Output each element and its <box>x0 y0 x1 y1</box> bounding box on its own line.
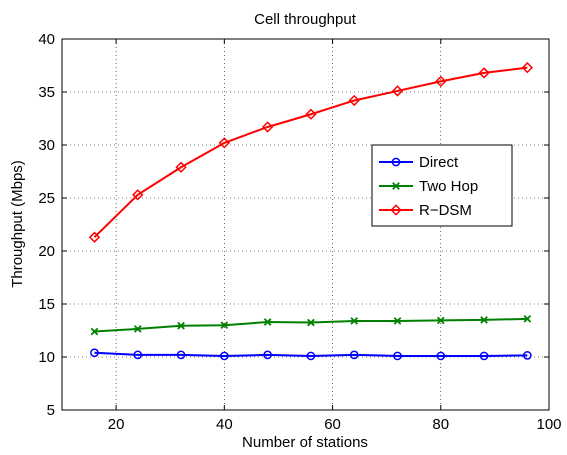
y-tick-label: 10 <box>38 349 55 366</box>
data-point <box>261 121 274 133</box>
y-tick-label: 30 <box>38 137 55 154</box>
data-point <box>521 61 534 74</box>
x-tick-label: 100 <box>536 416 561 433</box>
x-marker-stroke <box>90 327 99 336</box>
data-point <box>88 231 101 243</box>
legend: Direct Two Hop R−DSM <box>371 144 513 227</box>
data-point <box>90 348 99 358</box>
data-point <box>263 318 272 326</box>
x-marker-stroke <box>133 325 142 333</box>
x-marker-stroke <box>392 182 400 190</box>
data-point <box>391 85 404 97</box>
x-marker-stroke <box>307 318 315 327</box>
legend-label: Two Hop <box>419 178 478 195</box>
data-point <box>133 350 143 360</box>
x-tick-label: 20 <box>108 416 125 433</box>
series-line <box>93 66 528 238</box>
data-point <box>177 321 185 330</box>
data-point <box>393 351 402 361</box>
legend-marker <box>392 182 400 190</box>
x-tick-labels: 20 40 60 80 100 <box>108 416 562 433</box>
data-point <box>133 325 142 333</box>
x-marker-stroke <box>177 321 185 330</box>
series-0 <box>90 348 532 361</box>
data-point <box>478 67 490 79</box>
chart-title: Cell throughput <box>254 11 357 28</box>
data-point <box>263 350 272 360</box>
data-point <box>479 351 489 361</box>
y-axis-label: Throughput (Mbps) <box>9 160 26 288</box>
y-tick-label: 40 <box>38 31 55 48</box>
y-tick-label: 25 <box>38 190 55 207</box>
legend-entry: R−DSM <box>379 202 472 219</box>
legend-marker <box>391 157 401 167</box>
data-point <box>436 351 446 361</box>
series-line <box>94 351 528 357</box>
data-point <box>218 137 230 149</box>
y-tick-label: 35 <box>38 84 55 101</box>
x-marker-stroke <box>480 316 488 324</box>
legend-label: R−DSM <box>419 202 472 219</box>
data-point <box>348 94 360 107</box>
y-tick-label: 5 <box>47 402 55 419</box>
legend-entry: Direct <box>379 154 459 171</box>
plot-area-frame <box>61 38 550 411</box>
legend-entry: Two Hop <box>379 178 478 195</box>
legend-label: Direct <box>419 154 459 171</box>
data-point <box>220 321 229 330</box>
data-point <box>350 317 359 325</box>
data-point <box>523 351 532 360</box>
data-point <box>305 108 317 120</box>
data-point <box>219 351 229 361</box>
x-marker-stroke <box>263 318 272 326</box>
legend-marker <box>390 204 402 216</box>
axis-ticks <box>62 38 550 411</box>
x-tick-label: 40 <box>216 416 233 433</box>
data-point <box>176 350 186 360</box>
data-point <box>523 315 532 323</box>
data-point <box>436 316 445 325</box>
x-marker-stroke <box>350 317 359 325</box>
series-1 <box>90 315 532 336</box>
x-tick-label: 60 <box>324 416 341 433</box>
y-tick-label: 15 <box>38 296 55 313</box>
x-marker-stroke <box>393 317 402 325</box>
data-point <box>307 318 315 327</box>
data-point <box>175 161 187 173</box>
series-group <box>88 61 534 361</box>
x-marker-stroke <box>220 321 229 330</box>
y-tick-labels: 5 10 15 20 25 30 35 40 <box>38 31 55 419</box>
data-point <box>349 350 359 360</box>
x-marker-stroke <box>436 316 445 325</box>
x-tick-label: 80 <box>432 416 449 433</box>
data-point <box>393 317 402 325</box>
data-point <box>306 351 316 361</box>
x-marker-stroke <box>523 315 532 323</box>
data-point <box>90 327 99 336</box>
data-point <box>480 316 488 324</box>
y-tick-label: 20 <box>38 243 55 260</box>
x-axis-label: Number of stations <box>242 434 368 451</box>
data-point <box>132 189 144 201</box>
series-2 <box>88 61 534 243</box>
data-point <box>435 75 447 88</box>
series-line <box>94 317 528 333</box>
